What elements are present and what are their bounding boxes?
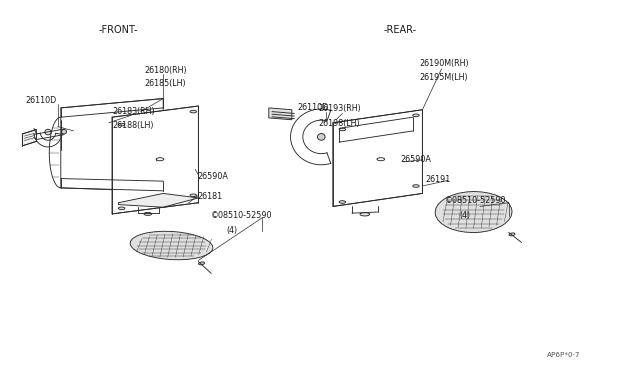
Ellipse shape [190,194,196,196]
Ellipse shape [190,110,196,113]
Text: 26191: 26191 [426,175,451,184]
Polygon shape [22,129,36,146]
Text: 26198(LH): 26198(LH) [319,119,360,128]
Polygon shape [118,193,198,207]
Text: 26110D: 26110D [26,96,57,105]
Text: 26110D: 26110D [298,103,329,112]
Text: -FRONT-: -FRONT- [99,25,138,35]
Ellipse shape [156,158,164,161]
Text: 26185(LH): 26185(LH) [144,79,186,88]
Polygon shape [333,110,422,206]
Text: ©08510-52590: ©08510-52590 [445,196,506,205]
Text: -REAR-: -REAR- [383,25,417,35]
Ellipse shape [413,185,419,187]
Text: 26183(RH): 26183(RH) [112,107,155,116]
Ellipse shape [198,262,205,265]
Ellipse shape [435,192,512,232]
Ellipse shape [118,124,125,126]
Text: 26181: 26181 [197,192,222,201]
Text: 26590A: 26590A [197,172,228,181]
Text: ©08510-52590: ©08510-52590 [211,211,273,220]
Polygon shape [61,99,163,192]
Text: 26193(RH): 26193(RH) [319,105,362,113]
Text: 26195M(LH): 26195M(LH) [419,73,468,81]
Text: 26190M(RH): 26190M(RH) [419,60,469,68]
Text: 26180(RH): 26180(RH) [144,66,187,75]
Text: (4): (4) [460,211,470,219]
Polygon shape [112,106,198,214]
Ellipse shape [144,212,152,215]
Ellipse shape [118,207,125,210]
Ellipse shape [339,128,346,131]
Ellipse shape [339,201,346,203]
Ellipse shape [61,129,67,134]
Ellipse shape [45,129,51,135]
Ellipse shape [130,231,213,260]
Text: (4): (4) [226,226,237,235]
Polygon shape [269,108,292,120]
Ellipse shape [377,158,385,161]
Ellipse shape [413,114,419,117]
Ellipse shape [317,134,325,140]
Ellipse shape [509,233,515,236]
Ellipse shape [360,213,370,216]
Text: AP6P*0·7: AP6P*0·7 [547,352,580,358]
Text: 26188(LH): 26188(LH) [112,121,154,130]
Text: 26590A: 26590A [400,155,431,164]
